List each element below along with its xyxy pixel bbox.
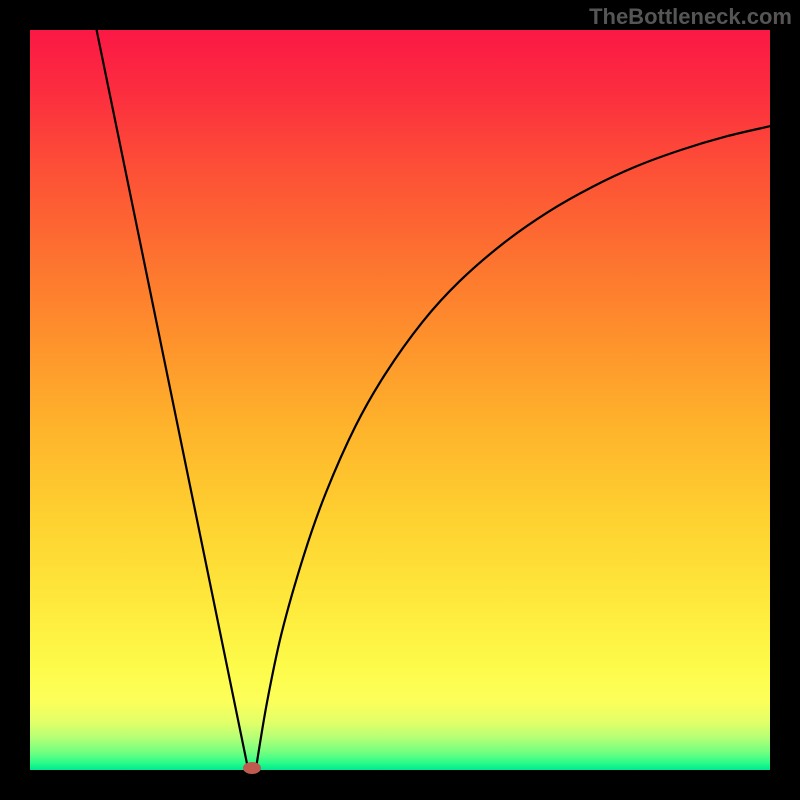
watermark-text: TheBottleneck.com <box>589 4 792 29</box>
chart-svg <box>0 0 800 800</box>
bottleneck-chart <box>0 0 800 800</box>
watermark: TheBottleneck.com <box>589 4 792 30</box>
